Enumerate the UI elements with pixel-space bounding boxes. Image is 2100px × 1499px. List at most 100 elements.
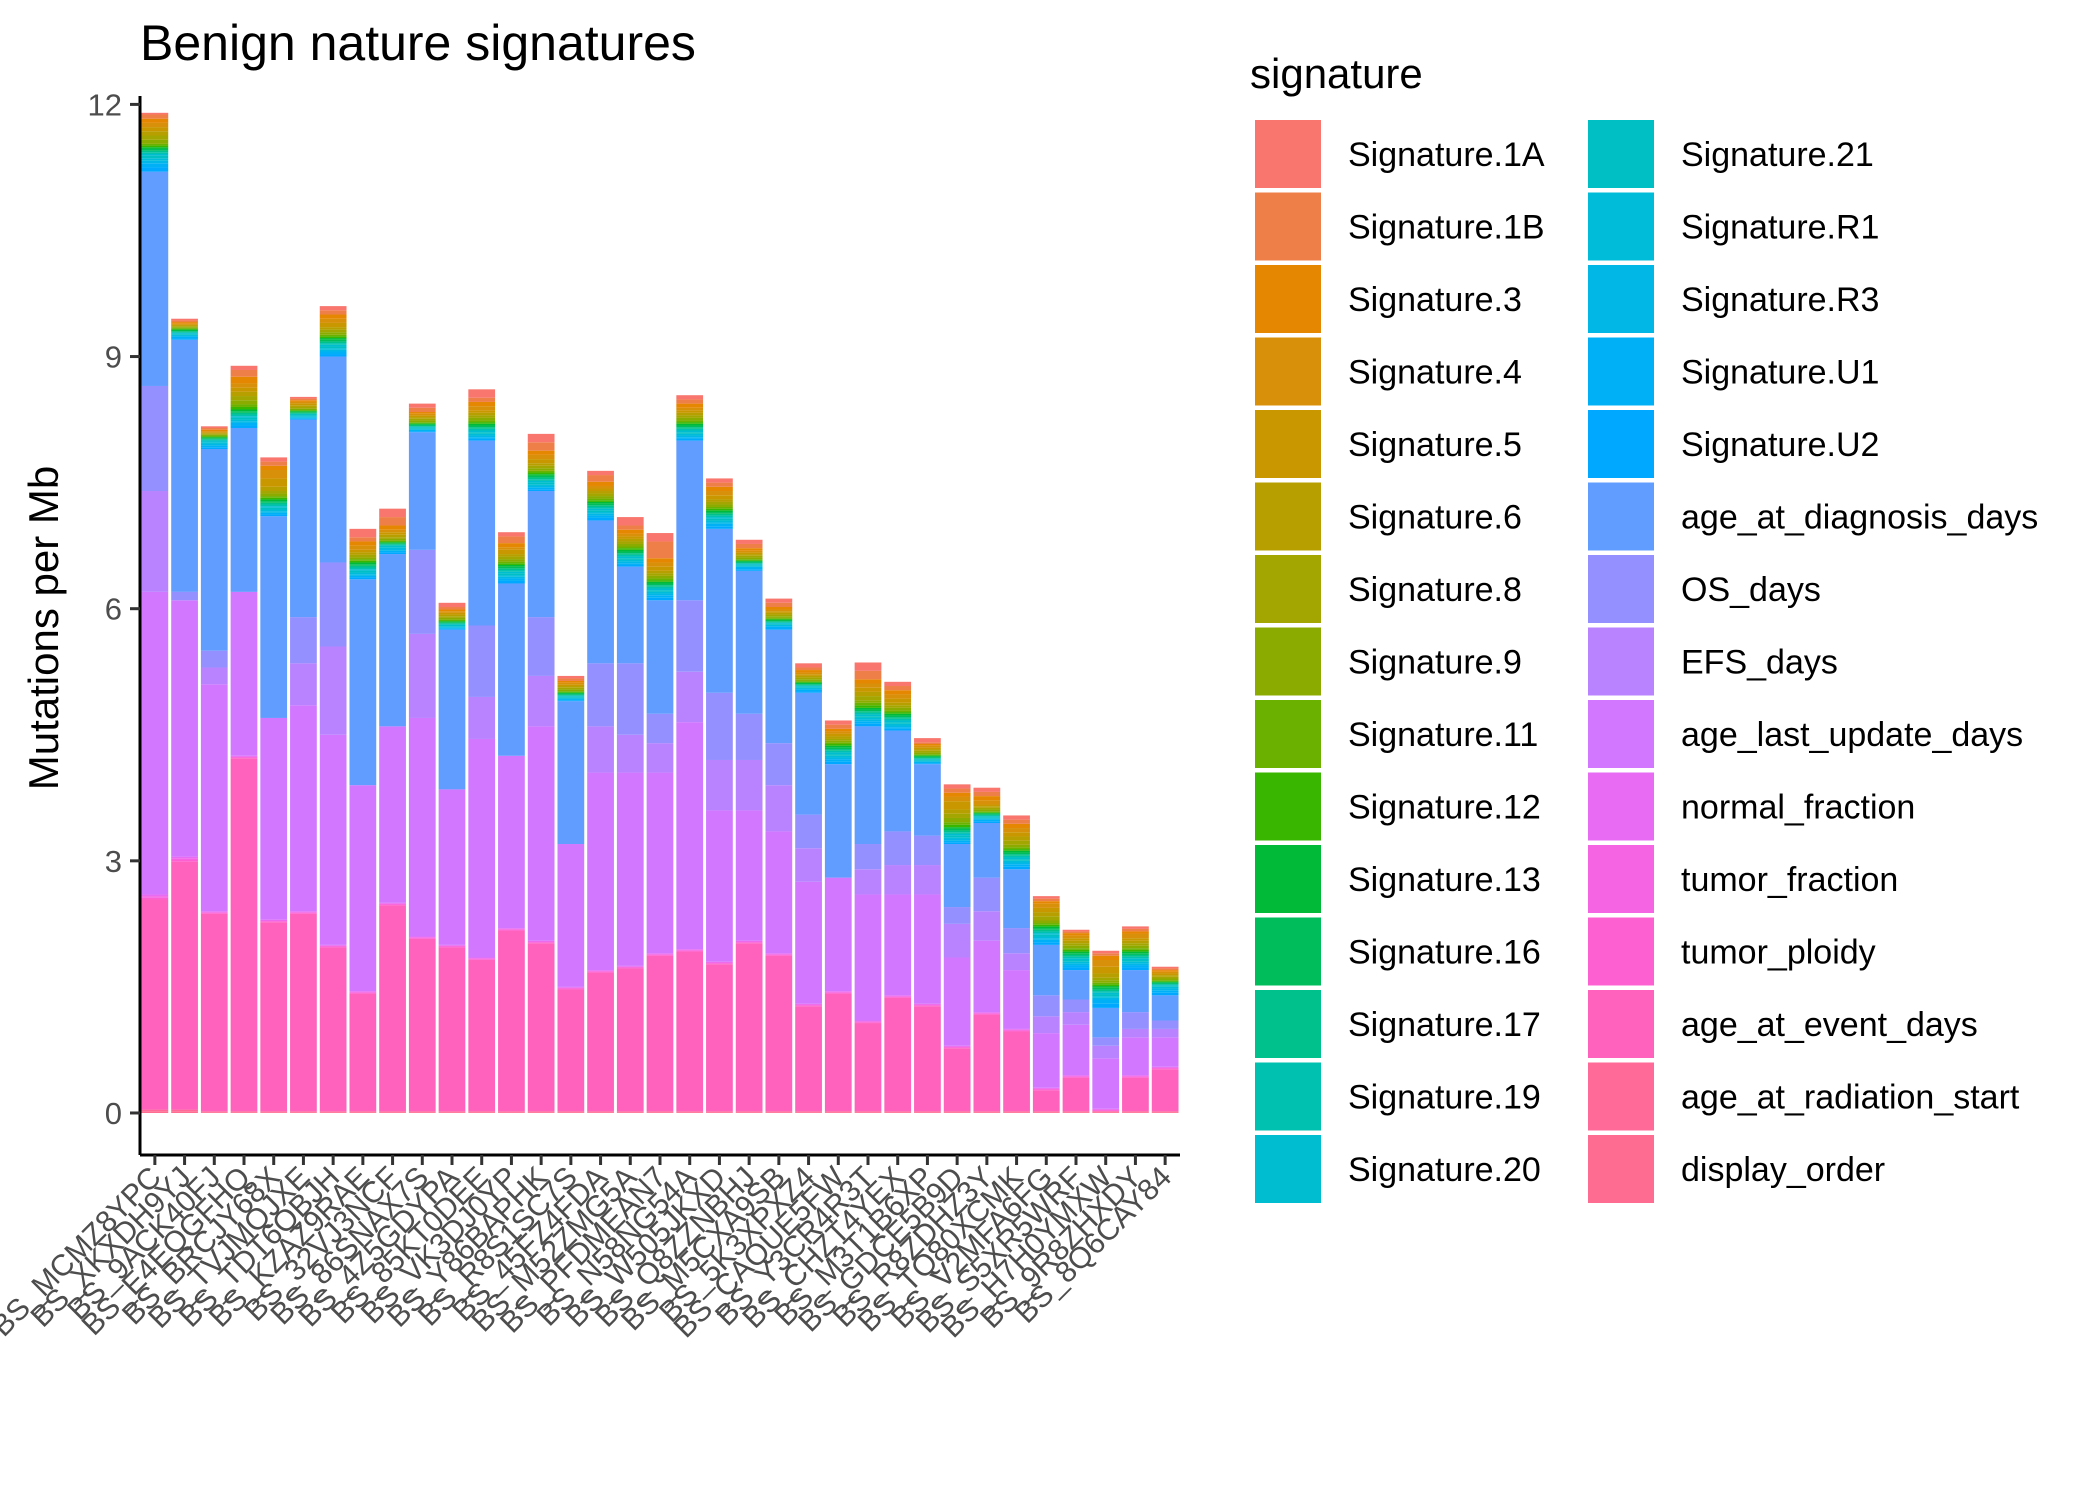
bar-segment: [557, 692, 585, 694]
bar-segment: [646, 558, 674, 563]
legend-key: [1255, 1135, 1321, 1203]
legend-key: [1588, 1135, 1654, 1203]
chart-title: Benign nature signatures: [140, 15, 696, 71]
bar-segment: [468, 428, 496, 431]
bar-segment: [557, 697, 585, 699]
bar-segment: [1092, 1045, 1120, 1059]
bar-segment: [1003, 1028, 1030, 1030]
bar-segment: [349, 993, 377, 1112]
bar-segment: [1062, 953, 1090, 955]
bar-segment: [408, 420, 436, 423]
bar-segment: [379, 1111, 406, 1113]
bar-segment: [884, 681, 912, 687]
bar-segment: [1032, 931, 1060, 934]
bar-segment: [1151, 981, 1179, 983]
bar-segment: [973, 823, 1001, 878]
bar-segment: [1003, 1030, 1030, 1032]
bar-segment: [557, 701, 585, 845]
bar-segment: [1032, 938, 1060, 940]
bar-segment: [1032, 929, 1060, 932]
bar-segment: [1062, 949, 1090, 952]
bar-segment: [706, 961, 733, 963]
bar-segment: [765, 629, 793, 744]
bar-segment: [141, 153, 169, 156]
bar-segment: [230, 406, 258, 410]
bar-segment: [141, 152, 169, 154]
bar-segment: [1092, 999, 1120, 1004]
bar-segment: [587, 501, 614, 504]
bar-segment: [795, 667, 822, 671]
bar-segment: [854, 894, 882, 1021]
bar-segment: [765, 1112, 793, 1113]
bar-segment: [527, 943, 555, 1112]
bar-segment: [824, 744, 852, 746]
bar-segment: [795, 683, 822, 685]
legend-key: [1255, 337, 1321, 406]
bar-segment: [498, 576, 525, 579]
bar-segment: [943, 832, 971, 834]
bar-segment: [527, 468, 555, 471]
legend-key: [1588, 627, 1654, 696]
bar-segment: [884, 707, 912, 711]
bar-segment: [1122, 948, 1149, 950]
bar-segment: [765, 602, 793, 608]
bar-segment: [1062, 961, 1090, 964]
bar-segment: [200, 433, 228, 434]
bar-segment: [498, 559, 525, 562]
bar-segment: [379, 541, 406, 543]
bar-segment: [735, 539, 763, 544]
bar-segment: [824, 764, 852, 878]
bar-segment: [765, 618, 793, 620]
bar-segment: [616, 965, 644, 967]
bar-segment: [468, 433, 496, 436]
bar-segment: [408, 938, 436, 939]
bar-segment: [914, 755, 941, 757]
bar-segment: [438, 947, 466, 1112]
bar-segment: [676, 951, 704, 1112]
bar-segment: [408, 937, 436, 939]
bar-segment: [735, 562, 763, 564]
bar-segment: [1122, 961, 1149, 964]
bar-segment: [408, 432, 436, 550]
bar-segment: [1122, 933, 1149, 939]
bar-segment: [408, 412, 436, 414]
bar-segment: [884, 698, 912, 703]
bar-segment: [1122, 943, 1149, 946]
bar-segment: [230, 409, 258, 412]
bar-segment: [1151, 971, 1179, 974]
bar-segment: [795, 677, 822, 680]
bar-segment: [1151, 986, 1179, 989]
bar-segment: [854, 696, 882, 701]
legend-key: [1588, 1062, 1654, 1131]
bar-segment: [1092, 984, 1120, 987]
bar-segment: [468, 960, 496, 1112]
bar-segment: [824, 750, 852, 753]
bar-segment: [1032, 1112, 1060, 1113]
bar-segment: [230, 422, 258, 426]
bar-segment: [260, 511, 288, 513]
bar-segment: [676, 412, 704, 416]
bar-segment: [854, 1112, 882, 1113]
bar-segment: [676, 423, 704, 426]
bar-segment: [527, 487, 555, 490]
bar-segment: [676, 422, 704, 424]
bar-segment: [171, 327, 198, 328]
legend-key: [1588, 990, 1654, 1058]
legend-label: age_at_event_days: [1681, 1006, 1978, 1044]
bar-segment: [468, 738, 496, 958]
bar-segment: [468, 1112, 496, 1113]
bar-segment: [914, 1111, 941, 1113]
bar-segment: [1122, 958, 1149, 961]
bar-segment: [1151, 1037, 1179, 1067]
bar-segment: [319, 562, 347, 647]
bar-segment: [557, 700, 585, 702]
bar-segment: [319, 318, 347, 323]
bar-segment: [498, 1111, 525, 1113]
bar-segment: [498, 570, 525, 572]
bar-segment: [260, 717, 288, 920]
bar-segment: [943, 1048, 971, 1112]
bar-segment: [943, 809, 971, 814]
bar-segment: [884, 705, 912, 708]
legend-key: [1255, 410, 1321, 478]
bar-segment: [735, 810, 763, 941]
